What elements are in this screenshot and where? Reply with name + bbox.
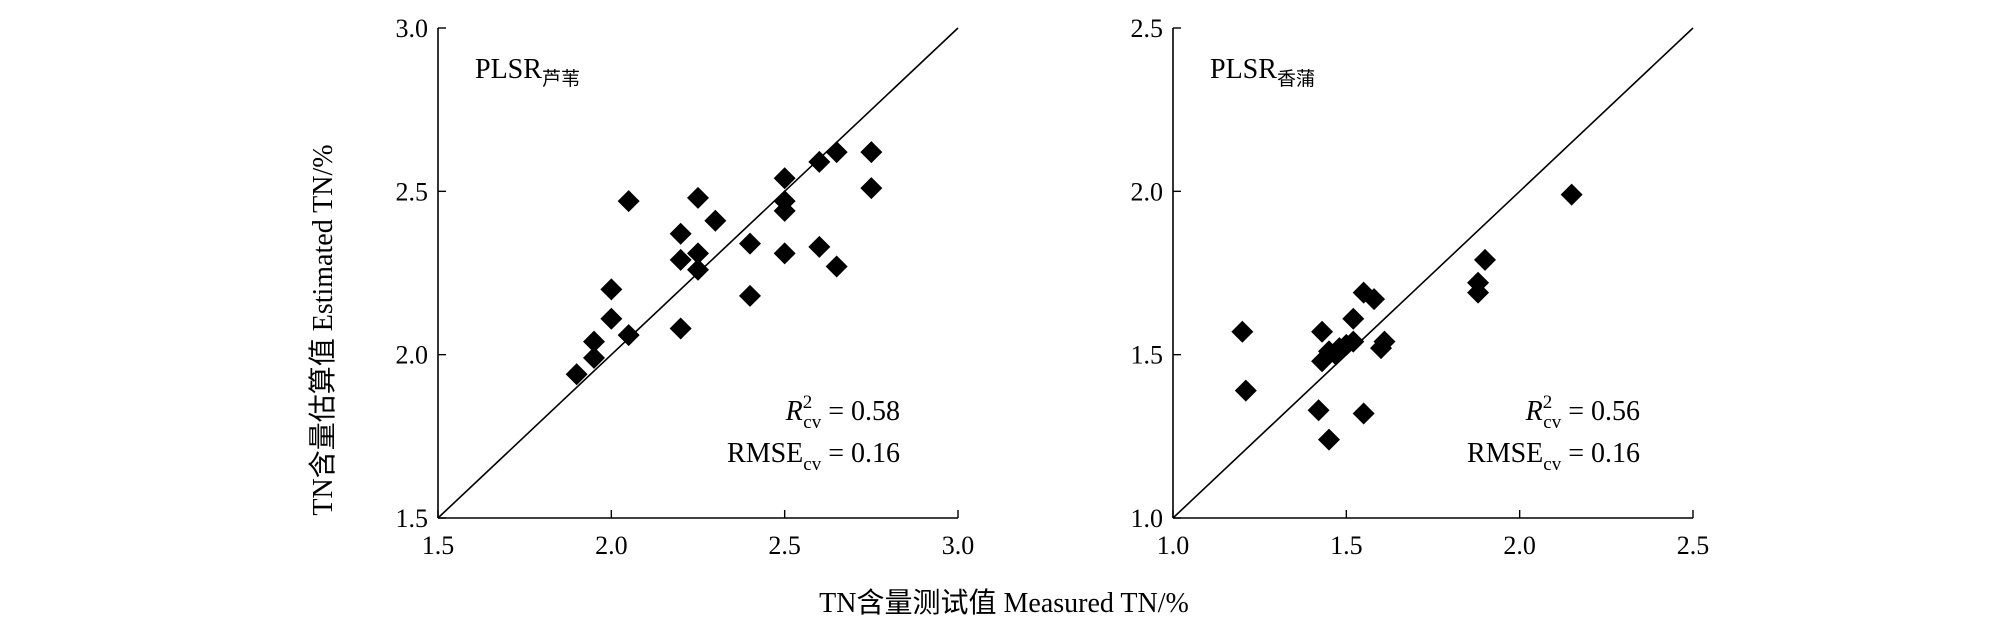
data-point	[808, 150, 831, 173]
x-tick-label: 3.0	[942, 531, 975, 560]
data-point	[860, 177, 883, 200]
data-point	[1318, 428, 1340, 451]
y-tick-label: 3.0	[396, 14, 429, 43]
data-point	[1560, 183, 1583, 206]
panel-label-species: 芦苇	[542, 68, 580, 90]
y-tick-label: 2.0	[396, 341, 429, 370]
data-point	[773, 190, 796, 213]
panel-label-main: PLSR	[475, 54, 542, 85]
y-tick-label: 1.5	[1131, 341, 1164, 370]
data-point	[687, 186, 709, 209]
panel-cattail: 1.0 1.5 2.0 2.5 1.0 1.5 2.0 2.5 PLSR香蒲 R2 cv = 0.5…	[1131, 14, 1710, 560]
y-axis-title: TN含量估算值 Estimated TN/%	[307, 144, 339, 515]
data-point	[739, 284, 761, 307]
data-point	[1474, 248, 1496, 271]
panel-reed: 1.5 2.0 2.5 3.0 1.5 2.0 2.5 3.0 PLSR芦苇 R2 cv = 0.5…	[396, 14, 975, 560]
data-point	[739, 232, 761, 255]
y-tick-label: 1.5	[396, 504, 429, 533]
one-to-one-line	[1172, 27, 1694, 519]
data-point	[687, 242, 709, 265]
data-point	[583, 330, 605, 353]
y-tick-label: 2.5	[396, 177, 429, 206]
panel-label-main: PLSR	[1210, 54, 1277, 85]
data-point	[583, 346, 605, 369]
y-tick-label: 1.0	[1131, 504, 1164, 533]
data-point	[860, 141, 883, 164]
x-tick-label: 2.5	[768, 531, 801, 560]
x-tick-label: 2.0	[1503, 531, 1536, 560]
data-point	[1231, 320, 1254, 343]
data-point	[1342, 330, 1365, 353]
r2-stat: R2 cv = 0.56	[1525, 392, 1640, 433]
data-point	[1363, 288, 1386, 311]
data-point	[1342, 307, 1365, 330]
data-point	[704, 209, 727, 232]
data-point	[617, 324, 640, 347]
data-point	[669, 248, 692, 271]
data-point	[669, 222, 692, 245]
data-point	[1467, 271, 1490, 294]
data-point	[1234, 379, 1257, 402]
data-point	[825, 255, 848, 278]
panel-label: PLSR芦苇	[475, 54, 580, 90]
data-point	[1373, 330, 1396, 353]
x-tick-label: 2.5	[1677, 531, 1710, 560]
data-point	[808, 235, 831, 258]
data-point	[687, 258, 709, 281]
data-point	[669, 317, 692, 340]
x-tick-label: 2.0	[595, 531, 628, 560]
data-point	[1352, 402, 1375, 425]
data-point	[1307, 399, 1330, 422]
rmse-stat: RMSEcv = 0.16	[727, 438, 900, 475]
x-tick-label: 1.5	[422, 531, 455, 560]
x-axis-title: TN含量测试值 Measured TN/%	[819, 587, 1189, 619]
rmse-stat: RMSEcv = 0.16	[1467, 438, 1640, 475]
panel-label-species: 香蒲	[1277, 68, 1315, 90]
panel-label: PLSR香蒲	[1210, 54, 1315, 90]
data-point	[600, 307, 623, 330]
data-point	[773, 242, 796, 265]
data-point	[773, 167, 796, 190]
data-point	[825, 141, 848, 164]
y-tick-label: 2.0	[1131, 177, 1164, 206]
data-point	[565, 363, 588, 386]
data-point	[600, 278, 623, 301]
r2-stat: R2 cv = 0.58	[785, 392, 900, 433]
y-tick-label: 2.5	[1131, 14, 1164, 43]
data-point	[617, 190, 640, 213]
x-tick-label: 1.0	[1157, 531, 1190, 560]
x-tick-label: 1.5	[1330, 531, 1363, 560]
data-point	[1311, 320, 1334, 343]
